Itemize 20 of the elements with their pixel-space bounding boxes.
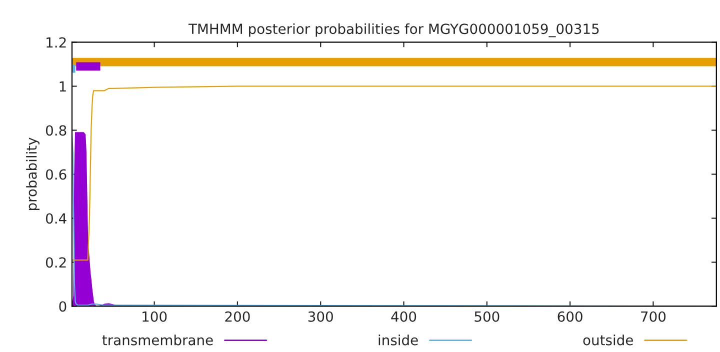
chart-title: TMHMM posterior probabilities for MGYG000001059_00315 (188, 23, 599, 38)
legend-label: outside (583, 334, 633, 346)
y-tick-label: 0.8 (46, 125, 66, 136)
line-series (72, 86, 716, 261)
y-tick-label: 0.6 (46, 169, 66, 180)
legend-label: inside (378, 334, 418, 346)
x-tick-label: 200 (225, 311, 250, 322)
x-tick-label: 400 (391, 311, 416, 322)
y-axis-title: probability (26, 138, 40, 210)
y-tick-label: 0.4 (46, 213, 66, 224)
y-tick-label: 1.2 (46, 37, 66, 48)
x-tick-label: 700 (641, 311, 666, 322)
y-tick-label: 0.2 (46, 257, 66, 268)
y-tick-label: 0 (59, 301, 66, 312)
x-tick-label: 100 (142, 311, 167, 322)
legend-label: transmembrane (102, 334, 213, 346)
x-tick-label: 300 (308, 311, 333, 322)
x-tick-label: 500 (474, 311, 500, 322)
y-tick-label: 1 (60, 81, 66, 92)
x-tick-label: 600 (558, 311, 582, 322)
